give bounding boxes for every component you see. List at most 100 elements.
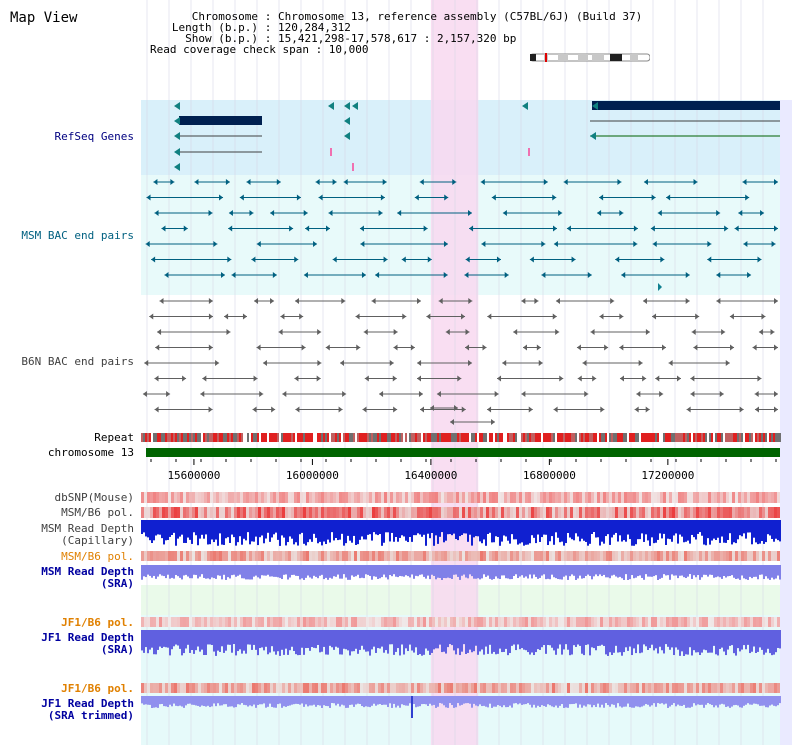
jf1-sra-depth-bar (687, 630, 689, 655)
jf1-pol-heat-cell (423, 617, 426, 627)
msm-capillary-depth-bar (479, 520, 481, 542)
dbsnp-heat-cell (144, 492, 147, 503)
chromosome-ideogram[interactable] (530, 53, 650, 62)
msm-pol-heat-cell (507, 551, 510, 561)
jf1-sra-depth-bar (521, 630, 523, 649)
feature-end-arrow (317, 360, 322, 366)
msm-pol-heat-cell (300, 551, 303, 561)
msm-sra-depth-bar (323, 565, 325, 580)
jf1-pol-heat-cell (234, 617, 237, 627)
jf1-pol-heat-cell (525, 617, 528, 627)
gene-direction-arrow (344, 102, 350, 110)
msm-capillary-depth-bar (301, 520, 303, 533)
track-label-msm-bac-end-pairs[interactable]: MSM BAC end pairs (21, 229, 134, 242)
msm-sra-depth-bar (423, 565, 425, 577)
track-label-refseq-genes[interactable]: RefSeq Genes (54, 130, 134, 143)
msm-pol-heat-cell (405, 551, 408, 561)
msm-sra-depth-bar (331, 565, 333, 579)
jf1-pol-heat-cell (732, 617, 735, 627)
jf1-sra-depth-bar (525, 630, 527, 651)
msm-sra-depth-bar (701, 565, 703, 578)
msm-pol-heat-cell (156, 507, 159, 518)
jf1-pol-heat-cell (375, 617, 378, 627)
jf1-pol-heat-cell (243, 617, 246, 627)
jf1-sra-depth-bar (485, 630, 487, 647)
msm-sra-depth-bar (645, 565, 647, 575)
dbsnp-heat-cell (363, 492, 366, 503)
msm-capillary-depth-bar (593, 520, 595, 533)
jf1-pol-heat-cell (144, 617, 147, 627)
repeat-segment (207, 433, 209, 442)
jf1-trimmed-depth-bar (673, 696, 675, 704)
jf1-trimmed-depth-bar (271, 696, 273, 707)
jf1-sra-depth-bar (587, 630, 589, 645)
feature-end-arrow (149, 313, 154, 320)
msm-pol-heat-cell (759, 507, 762, 518)
jf1-pol-heat-cell (708, 683, 711, 693)
jf1-trimmed-depth-bar (365, 696, 367, 707)
msm-sra-depth-bar (299, 565, 301, 580)
jf1-trimmed-depth-bar (451, 696, 453, 706)
msm-sra-depth-bar (379, 565, 381, 579)
feature-end-arrow (224, 313, 229, 320)
jf1-trimmed-depth-bar (693, 696, 695, 704)
jf1-sra-depth-bar (219, 630, 221, 652)
feature-end-arrow (645, 329, 650, 335)
jf1-pol-heat-cell (198, 683, 201, 693)
msm-pol-heat-cell (348, 551, 351, 561)
dbsnp-heat-cell (657, 492, 660, 503)
repeat-segment (295, 433, 297, 442)
jf1-trimmed-depth-bar (227, 696, 229, 707)
jf1-sra-depth-bar (661, 630, 663, 651)
repeat-segment (539, 433, 541, 442)
msm-pol-heat-cell (402, 551, 405, 561)
jf1-trimmed-depth-bar (665, 696, 667, 704)
dbsnp-heat-cell (693, 492, 696, 503)
jf1-pol-heat-cell (288, 617, 291, 627)
msm-sra-depth-bar (417, 565, 419, 577)
jf1-pol-heat-cell (696, 683, 699, 693)
dbsnp-heat-cell (357, 492, 360, 503)
dbsnp-heat-cell (264, 492, 267, 503)
dbsnp-heat-cell (519, 492, 522, 503)
jf1-sra-depth-bar (337, 630, 339, 648)
repeat-segment (479, 433, 481, 442)
jf1-pol-heat-cell (762, 617, 765, 627)
msm-capillary-depth-bar (143, 520, 145, 533)
jf1-trimmed-depth-bar (625, 696, 627, 707)
jf1-pol-heat-cell (276, 683, 279, 693)
msm-capillary-depth-bar (209, 520, 211, 545)
msm-pol-heat-cell (420, 507, 423, 518)
repeat-segment (549, 433, 551, 442)
msm-capillary-depth-bar (177, 520, 179, 539)
jf1-pol-heat-cell (390, 683, 393, 693)
jf1-sra-depth-bar (569, 630, 571, 656)
jf1-trimmed-depth-bar (249, 696, 251, 706)
jf1-sra-depth-bar (777, 630, 779, 648)
jf1-sra-depth-bar (167, 630, 169, 648)
track-label-b6n-bac-end-pairs[interactable]: B6N BAC end pairs (21, 355, 134, 368)
repeat-segment (727, 433, 729, 442)
jf1-trimmed-depth-bar (207, 696, 209, 706)
jf1-pol-heat-cell (570, 617, 573, 627)
msm-capillary-depth-bar (179, 520, 181, 537)
feature-end-arrow (313, 241, 318, 247)
jf1-pol-heat-cell (765, 683, 768, 693)
feature-end-arrow (226, 329, 231, 335)
dbsnp-heat-cell (639, 492, 642, 503)
jf1-pol-heat-cell (762, 683, 765, 693)
msm-pol-heat-cell (249, 507, 252, 518)
jf1-pol-heat-cell (279, 683, 282, 693)
jf1-pol-heat-cell (288, 683, 291, 693)
jf1-pol-heat-cell (510, 683, 513, 693)
jf1-trimmed-depth-bar (463, 696, 465, 704)
repeat-segment (693, 433, 695, 442)
dbsnp-heat-cell (606, 492, 609, 503)
repeat-segment (215, 433, 217, 442)
msm-capillary-depth-bar (203, 520, 205, 539)
jf1-pol-heat-cell (159, 683, 162, 693)
jf1-trimmed-depth-bar (683, 696, 685, 705)
repeat-segment (425, 433, 427, 442)
